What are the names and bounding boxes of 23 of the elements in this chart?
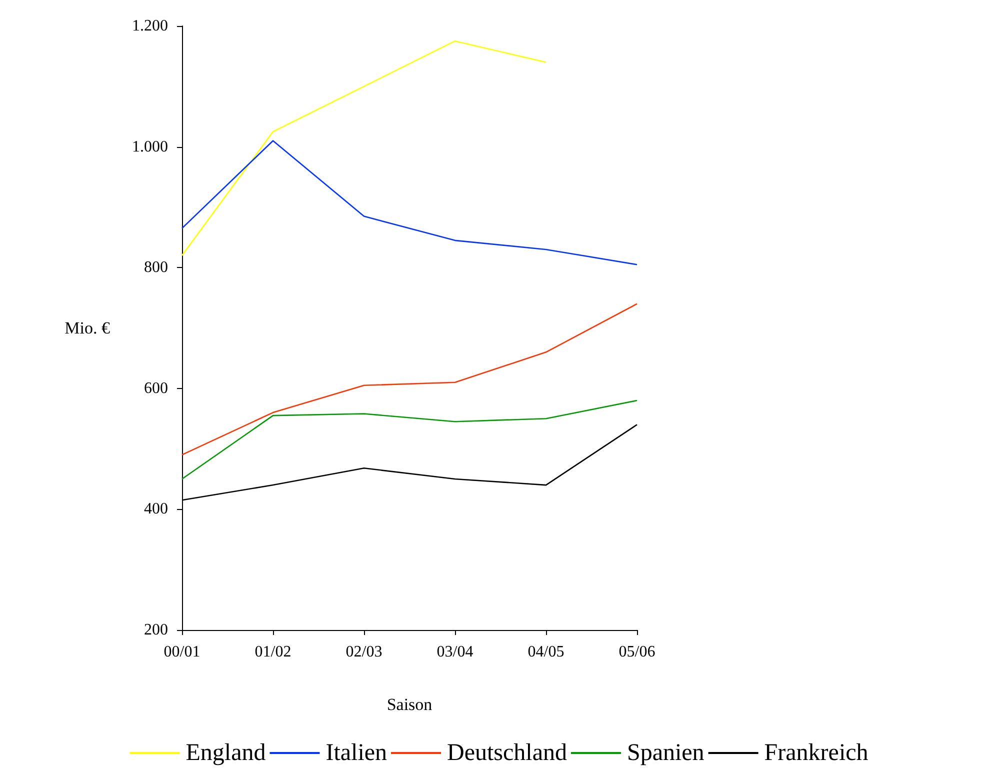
x-tick-label: 05/06	[618, 644, 656, 660]
line-series	[181, 303, 638, 456]
y-tick-label: 1.000	[132, 138, 168, 156]
x-tick-label: 02/03	[346, 644, 382, 660]
line-series	[181, 140, 638, 266]
x-tick-label: 01/02	[254, 644, 292, 660]
legend-label: England	[186, 740, 266, 766]
y-axis-title: Mio. €	[64, 318, 110, 338]
y-tick-label: 400	[144, 500, 168, 518]
y-tick-label: 200	[144, 622, 168, 638]
legend-label: Italien	[326, 740, 388, 766]
y-tick-label: 1.200	[132, 18, 168, 34]
legend-label: Deutschland	[447, 740, 567, 766]
line-series	[181, 400, 638, 480]
x-tick-label: 03/04	[436, 644, 474, 660]
x-tick-label: 04/05	[528, 644, 564, 660]
x-axis-title: Saison	[386, 695, 433, 714]
y-tick-label: 800	[144, 259, 168, 276]
line-series	[181, 40, 547, 256]
legend-label: Frankreich	[764, 740, 868, 766]
legend-label: Spanien	[626, 740, 704, 766]
x-tick-label: 00/01	[164, 644, 200, 660]
y-tick-label: 600	[144, 380, 168, 397]
